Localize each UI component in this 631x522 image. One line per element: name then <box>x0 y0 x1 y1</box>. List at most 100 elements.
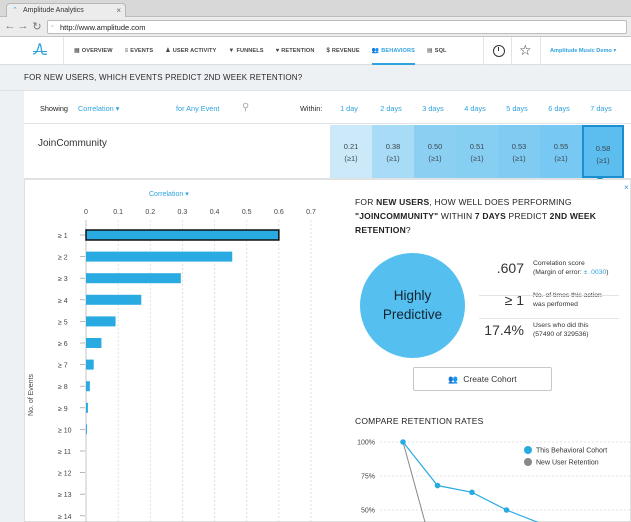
stat-label-line-1: Users who did this <box>533 322 589 329</box>
controls-row: Showing Correlation ▾ for Any Event ⚲ Wi… <box>24 91 631 123</box>
amplitude-logo-icon[interactable] <box>32 43 48 59</box>
showing-label: Showing <box>40 104 68 113</box>
nav-item-user-activity[interactable]: ♟ USER ACTIVITY <box>165 37 216 65</box>
correlation-cell[interactable]: 0.58 (≥1) <box>582 125 624 178</box>
app-nav: ▦ OVERVIEW ≡ EVENTS ♟ USER ACTIVITY ▼ FUNNELS ♥ R… <box>0 37 631 65</box>
url-field[interactable]: ▫ http://www.amplitude.com <box>47 20 627 34</box>
desc-end: ? <box>405 225 411 235</box>
within-label: Within: <box>300 104 323 113</box>
left-gutter <box>0 91 24 522</box>
chevron-down-icon: ▾ <box>115 104 120 113</box>
forward-icon[interactable]: → <box>17 20 29 32</box>
verdict-line-1: Highly <box>393 288 432 303</box>
x-tick-label: 0.5 <box>242 209 252 216</box>
stat-label-part: (Margin of error: <box>533 269 584 276</box>
nav-item-behaviors[interactable]: 👥 BEHAVIORS <box>371 37 415 65</box>
cell-value: 0.58 <box>595 144 611 153</box>
create-cohort-button[interactable]: 👥 Create Cohort <box>413 367 552 391</box>
close-tab-icon[interactable]: × <box>116 6 121 15</box>
correlation-cell[interactable]: 0.21 (≥1) <box>330 125 372 178</box>
day-option[interactable]: 7 days <box>590 104 612 113</box>
browser-tab[interactable]: ⌃ Amplitude Analytics × <box>6 3 126 17</box>
day-option[interactable]: 6 days <box>548 104 570 113</box>
stat-label-part: ) <box>606 269 609 276</box>
stat-label-line-2: (57490 of 329536) <box>533 330 628 339</box>
y-tick-label: ≥ 1 <box>58 233 68 240</box>
clock-icon[interactable] <box>493 45 505 57</box>
nav-item-label: USER ACTIVITY <box>172 48 217 54</box>
stat-label: No. of times this actionwas performed <box>533 291 628 309</box>
day-option[interactable]: 1 day <box>340 104 358 113</box>
people-icon: 👥 <box>448 375 459 384</box>
x-tick-label: 0.1 <box>113 209 123 216</box>
cell-subvalue: (≥1) <box>512 154 526 163</box>
retention-line-chart: 100% 75% 50% This Behavioral Cohort New User… <box>357 439 631 522</box>
metric-dropdown[interactable]: Correlation ▾ <box>78 104 119 113</box>
stat-label: Correlation score (Margin of error: ± .00… <box>533 259 628 277</box>
x-tick-label: 0.7 <box>306 209 316 216</box>
day-option[interactable]: 5 days <box>506 104 528 113</box>
reload-icon[interactable]: ↻ <box>32 21 42 33</box>
nav-item-sql[interactable]: ▤ SQL <box>427 37 447 65</box>
bar <box>86 381 90 392</box>
events-icon: ≡ <box>124 48 129 54</box>
correlation-cell[interactable]: 0.38 (≥1) <box>372 125 414 178</box>
correlation-cell[interactable]: 0.51 (≥1) <box>456 125 498 178</box>
stat-label: Users who did this (57490 of 329536) <box>533 321 628 339</box>
stat-value: .607 <box>496 260 524 276</box>
cell-subvalue: (≥1) <box>428 154 442 163</box>
desc-new-users: NEW USERS <box>376 197 430 207</box>
stat-label-line-1: Correlation score <box>533 260 585 267</box>
bar <box>86 294 142 305</box>
nav-item-events[interactable]: ≡ EVENTS <box>125 37 154 65</box>
org-dropdown[interactable]: Amplitude Music Demo ▾ <box>550 37 616 65</box>
nav-divider <box>511 37 512 65</box>
nav-item-overview[interactable]: ▦ OVERVIEW <box>74 37 113 65</box>
legend-label: New User Retention <box>536 460 599 467</box>
back-icon[interactable]: ← <box>4 20 16 32</box>
nav-item-label: BEHAVIORS <box>381 48 415 54</box>
nav-item-label: REVENUE <box>331 48 360 54</box>
nav-item-revenue[interactable]: $ REVENUE <box>326 37 359 65</box>
desc-retention: 2ND WEEK RETENTION <box>355 211 597 235</box>
y-tick-label: 75% <box>361 474 375 481</box>
desc-predict: PREDICT <box>505 211 550 221</box>
nav-item-retention[interactable]: ♥ RETENTION <box>276 37 315 65</box>
nav-item-label: FUNNELS <box>236 48 264 54</box>
y-tick-label: ≥ 12 <box>58 471 72 478</box>
correlation-cell[interactable]: 0.50 (≥1) <box>414 125 456 178</box>
day-option[interactable]: 4 days <box>464 104 486 113</box>
x-tick-label: 0 <box>84 209 88 216</box>
y-tick-label: ≥ 9 <box>58 406 68 413</box>
event-row[interactable]: JoinCommunity 0.21 (≥1) 0.38 (≥1) 0.50 (≥1) 0.… <box>24 123 631 179</box>
correlation-cell[interactable]: 0.55 (≥1) <box>540 125 582 178</box>
correlation-cell[interactable]: 0.53 (≥1) <box>498 125 540 178</box>
day-option[interactable]: 3 days <box>422 104 444 113</box>
nav-divider <box>63 37 64 65</box>
correlation-dropdown[interactable]: Correlation ▾ <box>149 190 189 198</box>
y-tick-label: 100% <box>357 440 375 447</box>
stat-label-part: (57490 of 329536) <box>533 331 589 338</box>
legend-dot <box>524 446 532 454</box>
nav-item-label: EVENTS <box>130 48 154 54</box>
y-tick-label: ≥ 14 <box>58 514 72 521</box>
sql-icon: ▤ <box>426 48 433 54</box>
stat-label-part: ± .0030 <box>583 269 607 276</box>
cell-value: 0.53 <box>511 142 527 151</box>
data-point <box>503 507 510 513</box>
x-tick-label: 0.4 <box>210 209 220 216</box>
nav-item-funnels[interactable]: ▼ FUNNELS <box>228 37 263 65</box>
prediction-question: FOR NEW USERS, HOW WELL DOES PERFORMING … <box>355 195 615 237</box>
close-icon[interactable]: × <box>624 183 629 192</box>
compare-title: COMPARE RETENTION RATES <box>355 416 484 426</box>
y-tick-label: ≥ 13 <box>58 492 72 499</box>
y-tick-label: ≥ 10 <box>58 427 72 434</box>
y-tick-label: ≥ 7 <box>58 363 68 370</box>
day-option[interactable]: 2 days <box>380 104 402 113</box>
star-icon[interactable]: ☆ <box>519 42 532 58</box>
search-icon[interactable]: ⚲ <box>242 102 250 113</box>
event-filter[interactable]: for Any Event <box>176 104 220 113</box>
cell-value: 0.50 <box>427 142 443 151</box>
y-tick-label: ≥ 11 <box>58 449 71 456</box>
user-icon: ♟ <box>165 48 171 54</box>
